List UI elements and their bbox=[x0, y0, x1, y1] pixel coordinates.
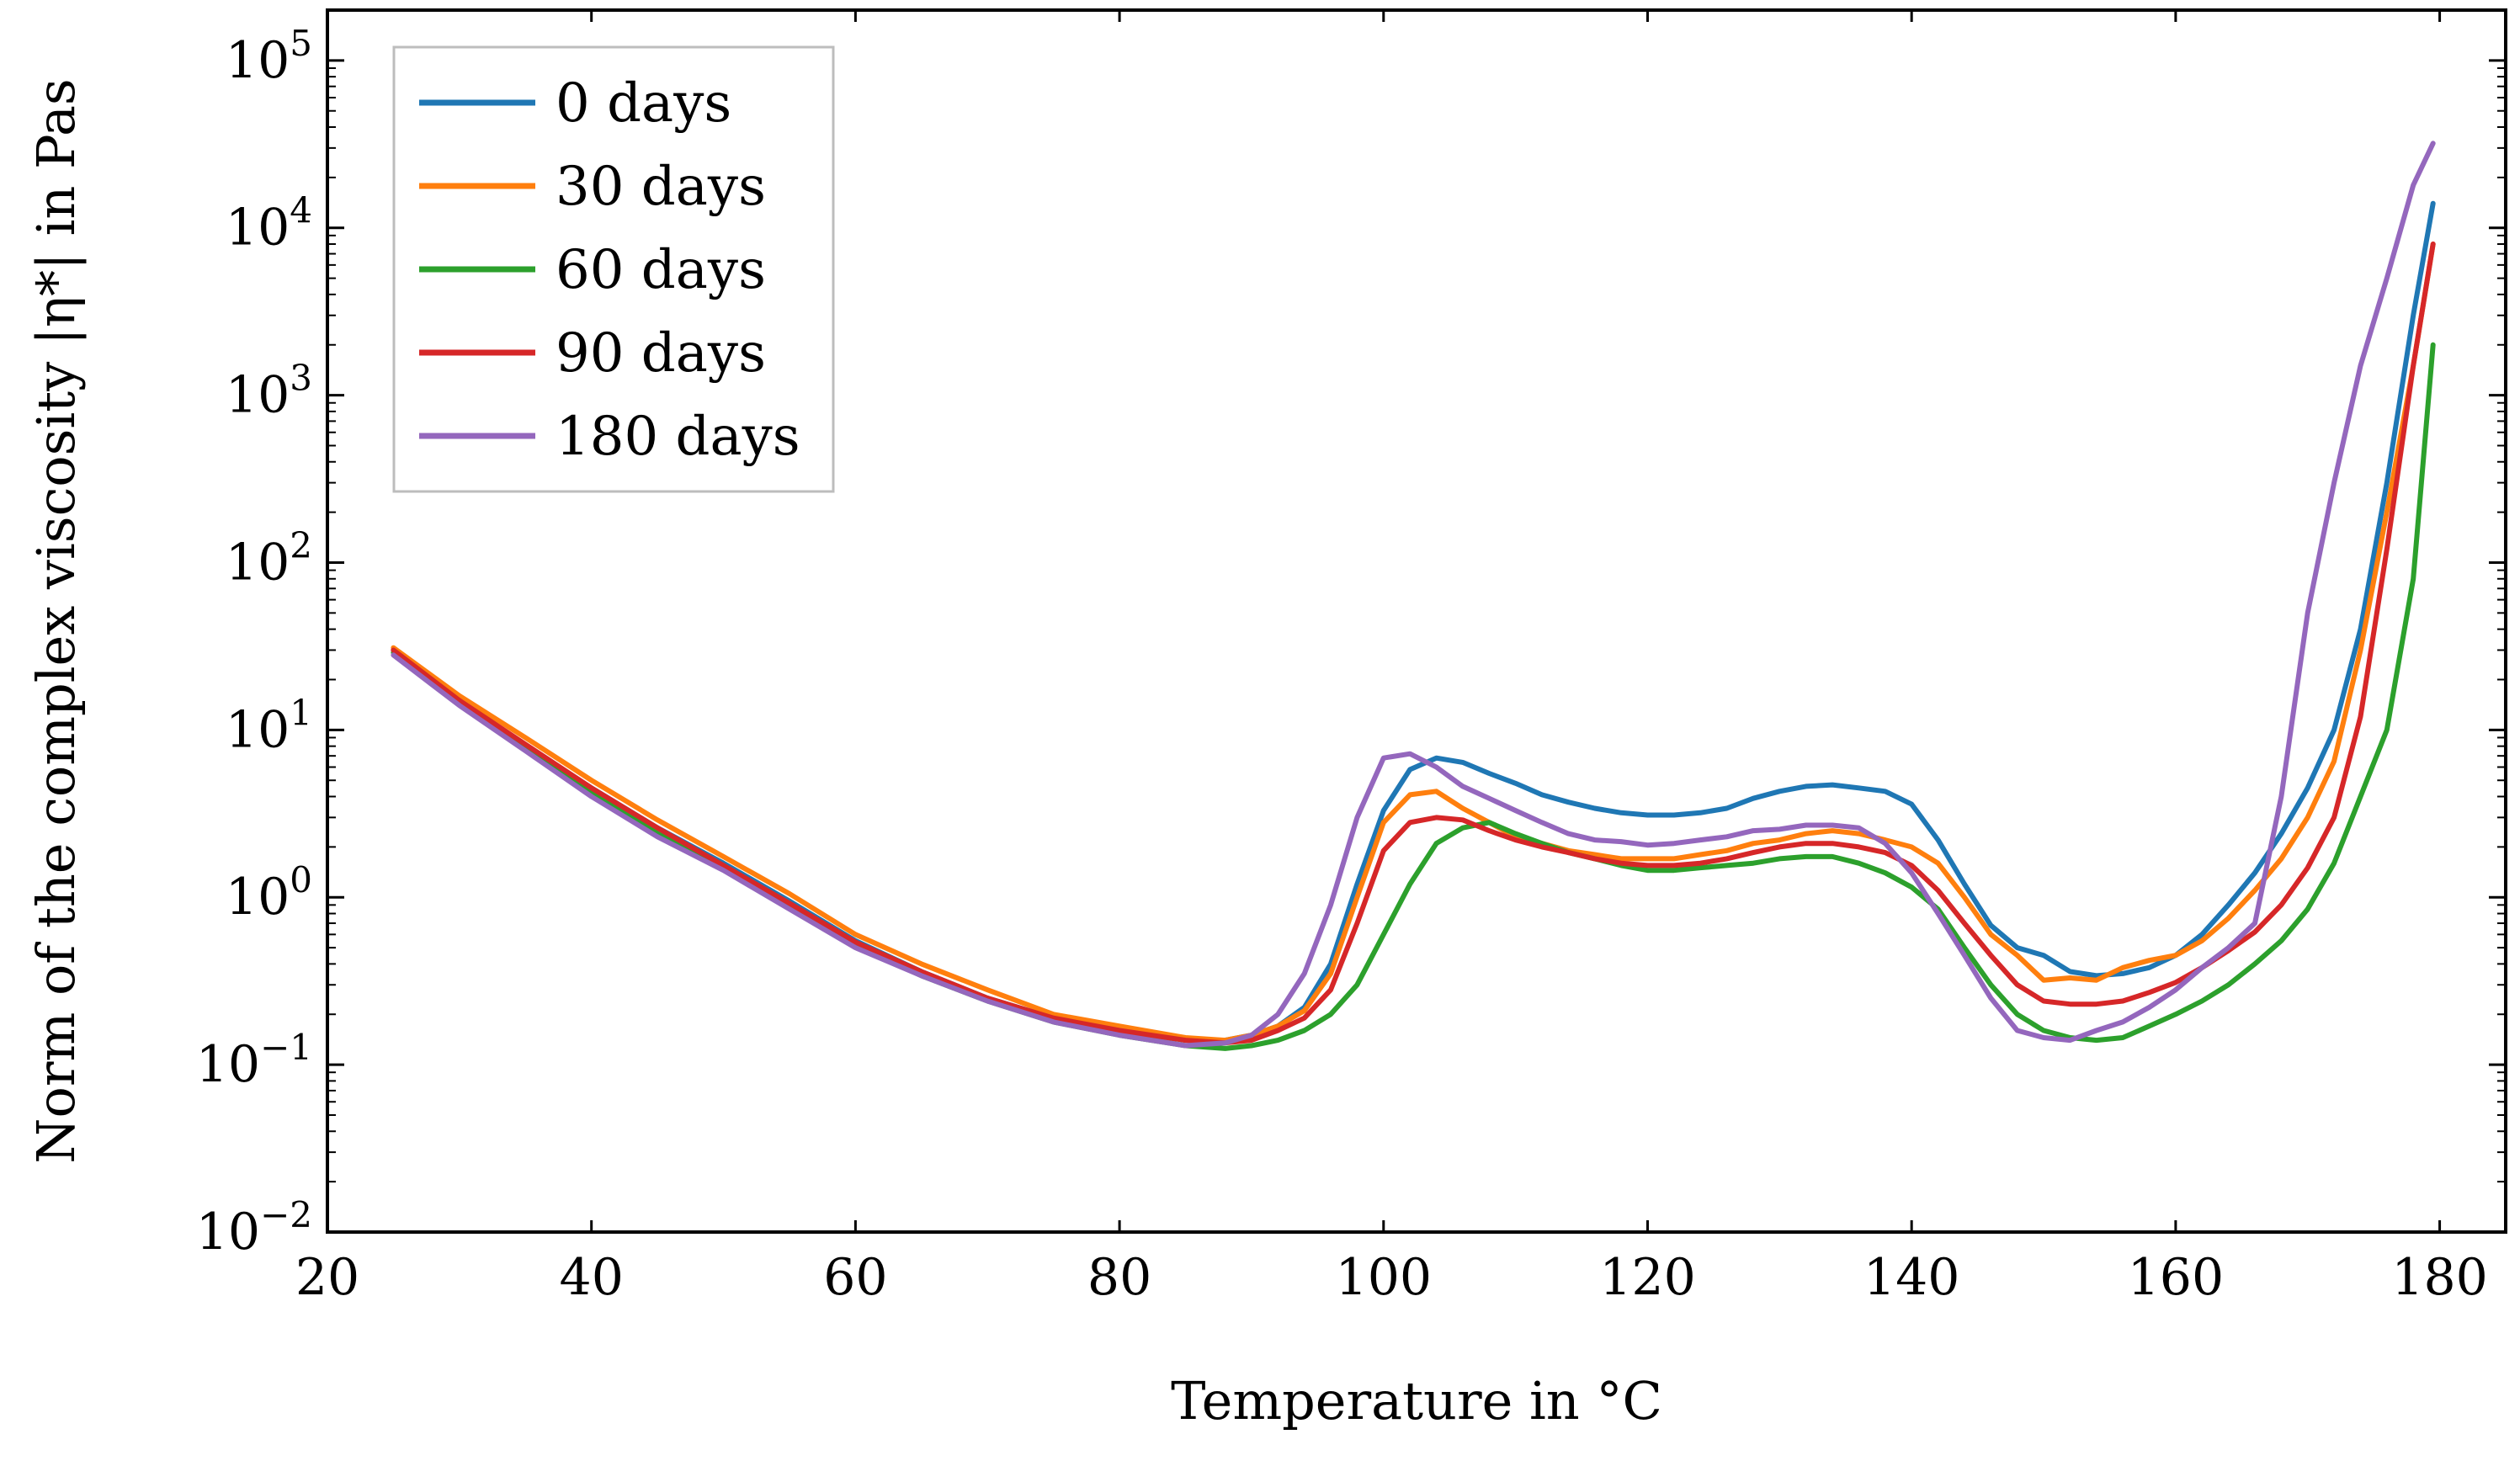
y-tick-base: 10 bbox=[226, 31, 290, 90]
y-tick-base: 10 bbox=[226, 533, 290, 592]
y-tick-label: 105 bbox=[226, 23, 312, 90]
legend-label: 180 days bbox=[556, 406, 800, 468]
y-tick-label: 10−1 bbox=[196, 1027, 312, 1094]
y-tick-exponent: 0 bbox=[290, 859, 312, 900]
y-tick-base: 10 bbox=[196, 1203, 260, 1262]
y-tick-label: 10−2 bbox=[196, 1194, 312, 1262]
x-tick-label: 40 bbox=[560, 1248, 624, 1307]
y-tick-exponent: 3 bbox=[290, 358, 312, 399]
y-tick-exponent: 5 bbox=[290, 23, 312, 64]
legend-label: 0 days bbox=[556, 72, 731, 135]
legend-label: 60 days bbox=[556, 239, 766, 301]
x-tick-label: 180 bbox=[2391, 1248, 2488, 1307]
x-tick-label: 160 bbox=[2128, 1248, 2225, 1307]
y-tick-label: 104 bbox=[226, 190, 312, 258]
y-tick-base: 10 bbox=[226, 868, 290, 927]
y-tick-label: 100 bbox=[226, 859, 312, 927]
plot-area-frame bbox=[326, 8, 2507, 1234]
y-tick-exponent: −2 bbox=[260, 1194, 312, 1235]
y-tick-label: 101 bbox=[226, 692, 312, 759]
series-line-90-days bbox=[391, 242, 2436, 1046]
x-tick-label: 100 bbox=[1336, 1248, 1433, 1307]
x-axis-title: Temperature in °C bbox=[1171, 1370, 1662, 1431]
x-tick-label: 120 bbox=[1599, 1248, 1696, 1307]
y-tick-exponent: 2 bbox=[290, 524, 312, 566]
legend-label: 30 days bbox=[556, 156, 766, 218]
series-line-30-days bbox=[391, 242, 2436, 1044]
y-tick-exponent: 4 bbox=[290, 190, 312, 231]
x-tick-label: 60 bbox=[823, 1248, 887, 1307]
y-axis-minor-ticks bbox=[327, 9, 2506, 1183]
y-tick-base: 10 bbox=[226, 199, 290, 258]
y-axis-title: Norm of the complex viscosity |η*| in Pa… bbox=[25, 78, 87, 1164]
series-line-180-days bbox=[391, 141, 2436, 1049]
y-tick-base: 10 bbox=[196, 1035, 260, 1094]
y-tick-label: 102 bbox=[226, 524, 312, 592]
legend: 0 days 30 days 60 days 90 days 180 days bbox=[392, 45, 835, 493]
y-tick-label: 103 bbox=[226, 358, 312, 425]
y-tick-base: 10 bbox=[226, 700, 290, 759]
legend-label: 90 days bbox=[556, 322, 766, 385]
x-axis-ticks: 20 40 60 80 100 120 140 160 180 bbox=[295, 10, 2488, 1307]
y-tick-exponent: −1 bbox=[260, 1027, 312, 1068]
x-tick-label: 140 bbox=[1863, 1248, 1960, 1307]
y-tick-base: 10 bbox=[226, 366, 290, 425]
x-tick-label: 80 bbox=[1087, 1248, 1151, 1307]
x-tick-label: 20 bbox=[295, 1248, 359, 1307]
series-layer bbox=[391, 141, 2436, 1051]
y-tick-exponent: 1 bbox=[290, 692, 312, 733]
